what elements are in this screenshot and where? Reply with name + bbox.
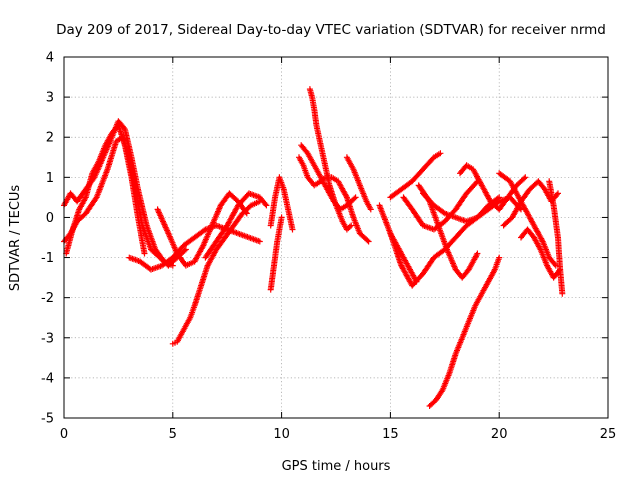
data-marker-path (387, 230, 420, 285)
data-marker-path (546, 178, 566, 297)
y-tick-label: 2 (46, 131, 54, 146)
series-arc-23 (500, 178, 561, 229)
x-axis-label: GPS time / hours (282, 459, 391, 474)
series-arc-9 (267, 214, 285, 293)
data-marker-path (267, 214, 285, 293)
y-tick-label: 4 (46, 51, 54, 66)
data-marker-path (169, 198, 263, 347)
y-tick-label: 1 (46, 171, 54, 186)
data-marker-path (500, 178, 561, 229)
y-tick-label: -1 (41, 251, 54, 266)
series-arc-19 (415, 182, 481, 281)
axis-ticks (63, 56, 609, 419)
series-arc-6 (169, 198, 263, 347)
data-marker-path (202, 190, 270, 261)
series-arc-7 (202, 190, 270, 261)
series-arc-24 (518, 226, 564, 281)
y-tick-label: 3 (46, 91, 54, 106)
x-tick-label: 0 (60, 427, 68, 442)
y-tick-label: 0 (46, 211, 54, 226)
series-arc-12 (298, 142, 359, 213)
data-marker-path (457, 162, 529, 213)
series-arc-13 (343, 154, 374, 213)
data-marker-path (343, 154, 374, 213)
data-marker-path (63, 122, 148, 257)
y-tick-labels: -5 -4 -3 -2 -1 0 1 2 3 4 (41, 51, 54, 427)
y-tick-label: -5 (41, 412, 54, 427)
data-marker-path (387, 150, 444, 201)
y-tick-label: -3 (41, 331, 54, 346)
series-arc-21 (457, 162, 529, 213)
data-marker-path (154, 190, 250, 269)
data-points (61, 86, 566, 409)
series-arc-15 (387, 150, 444, 201)
data-marker-path (267, 174, 296, 233)
x-tick-label: 20 (491, 427, 508, 442)
series-arc-25 (546, 178, 566, 297)
y-tick-label: -4 (41, 371, 54, 386)
x-tick-label: 15 (382, 427, 399, 442)
y-tick-label: -2 (41, 291, 54, 306)
y-axis-label: SDTVAR / TECUs (8, 185, 23, 292)
series-arc-8 (267, 174, 296, 233)
x-tick-labels: 0 5 10 15 20 25 (60, 427, 616, 442)
chart-title: Day 209 of 2017, Sidereal Day-to-day VTE… (56, 22, 606, 38)
data-marker-path (518, 226, 564, 281)
series-arc-16 (387, 230, 420, 285)
data-marker-path (426, 254, 503, 409)
series-arc-20 (426, 254, 503, 409)
x-tick-label: 10 (273, 427, 290, 442)
x-tick-label: 5 (169, 427, 177, 442)
x-tick-label: 25 (600, 427, 617, 442)
series-arc-3 (63, 122, 148, 257)
series-arc-5 (154, 190, 250, 269)
plot-frame (63, 56, 609, 419)
data-marker-path (298, 142, 359, 213)
data-marker-path (415, 182, 481, 281)
